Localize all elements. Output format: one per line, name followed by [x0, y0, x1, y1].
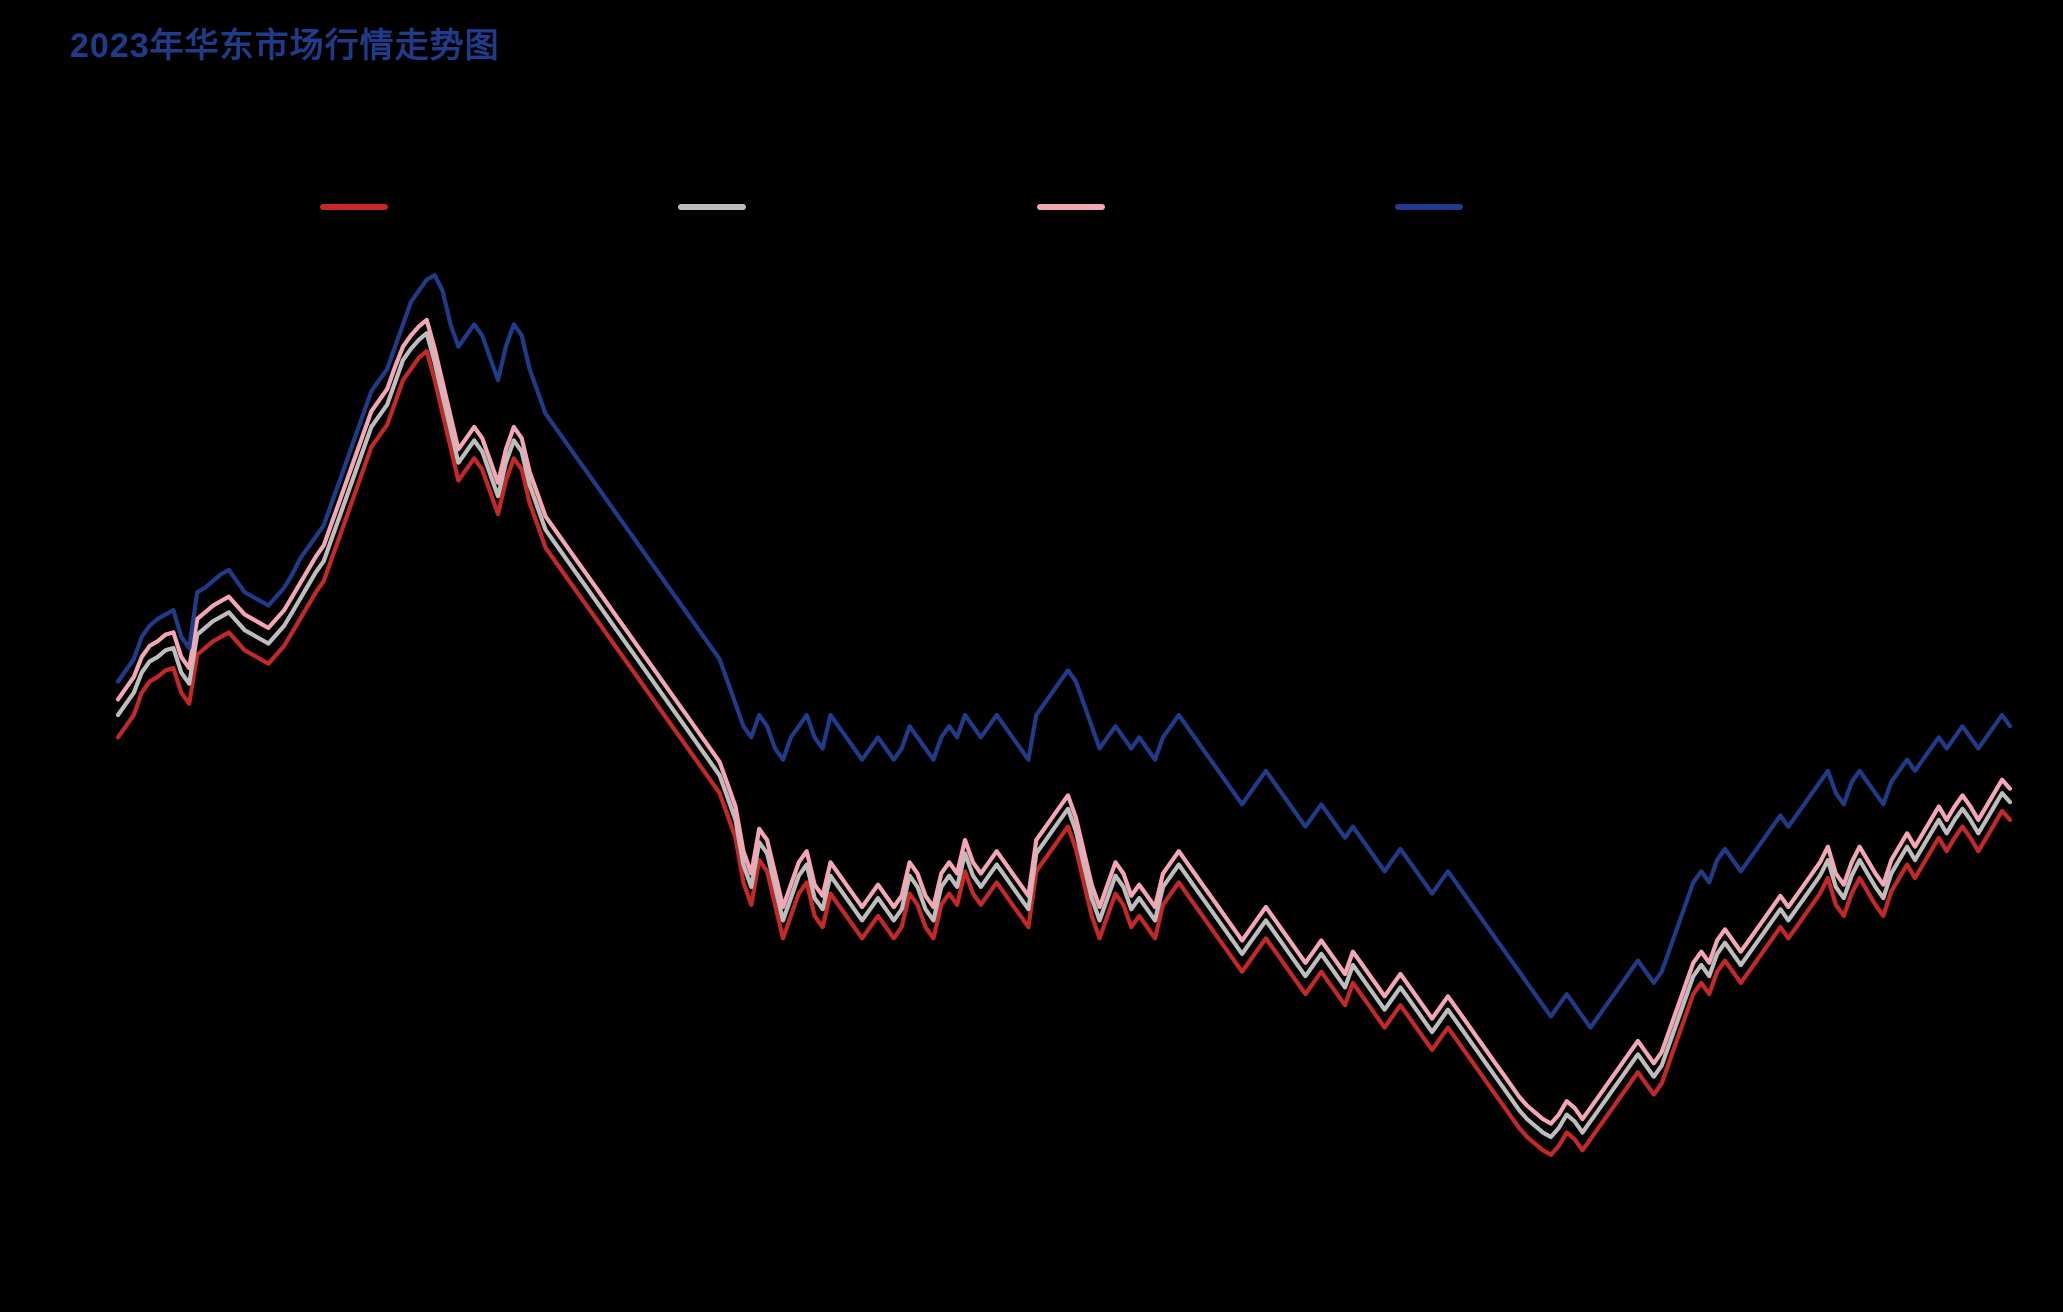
legend-swatch-1 — [320, 204, 388, 210]
chart-title: 2023年华东市场行情走势图 — [70, 18, 500, 67]
legend-swatch-3 — [1037, 204, 1105, 210]
chart-svg — [100, 225, 2020, 1225]
legend-item-4: 系列4 — [1395, 188, 1543, 225]
legend-swatch-2 — [678, 204, 746, 210]
legend-label-3: 系列3 — [1119, 188, 1185, 225]
plot-area — [100, 225, 2020, 1225]
legend-label-2: 系列2 — [760, 188, 826, 225]
legend-item-2: 系列2 — [678, 188, 826, 225]
legend-swatch-4 — [1395, 204, 1463, 210]
legend-label-1: 系列1 — [402, 188, 468, 225]
legend-item-3: 系列3 — [1037, 188, 1185, 225]
legend-label-4: 系列4 — [1477, 188, 1543, 225]
chart-legend: 系列1 系列2 系列3 系列4 — [320, 188, 1983, 225]
legend-item-1: 系列1 — [320, 188, 468, 225]
chart-container: 2023年华东市场行情走势图 系列1 系列2 系列3 系列4 — [0, 0, 2063, 1312]
